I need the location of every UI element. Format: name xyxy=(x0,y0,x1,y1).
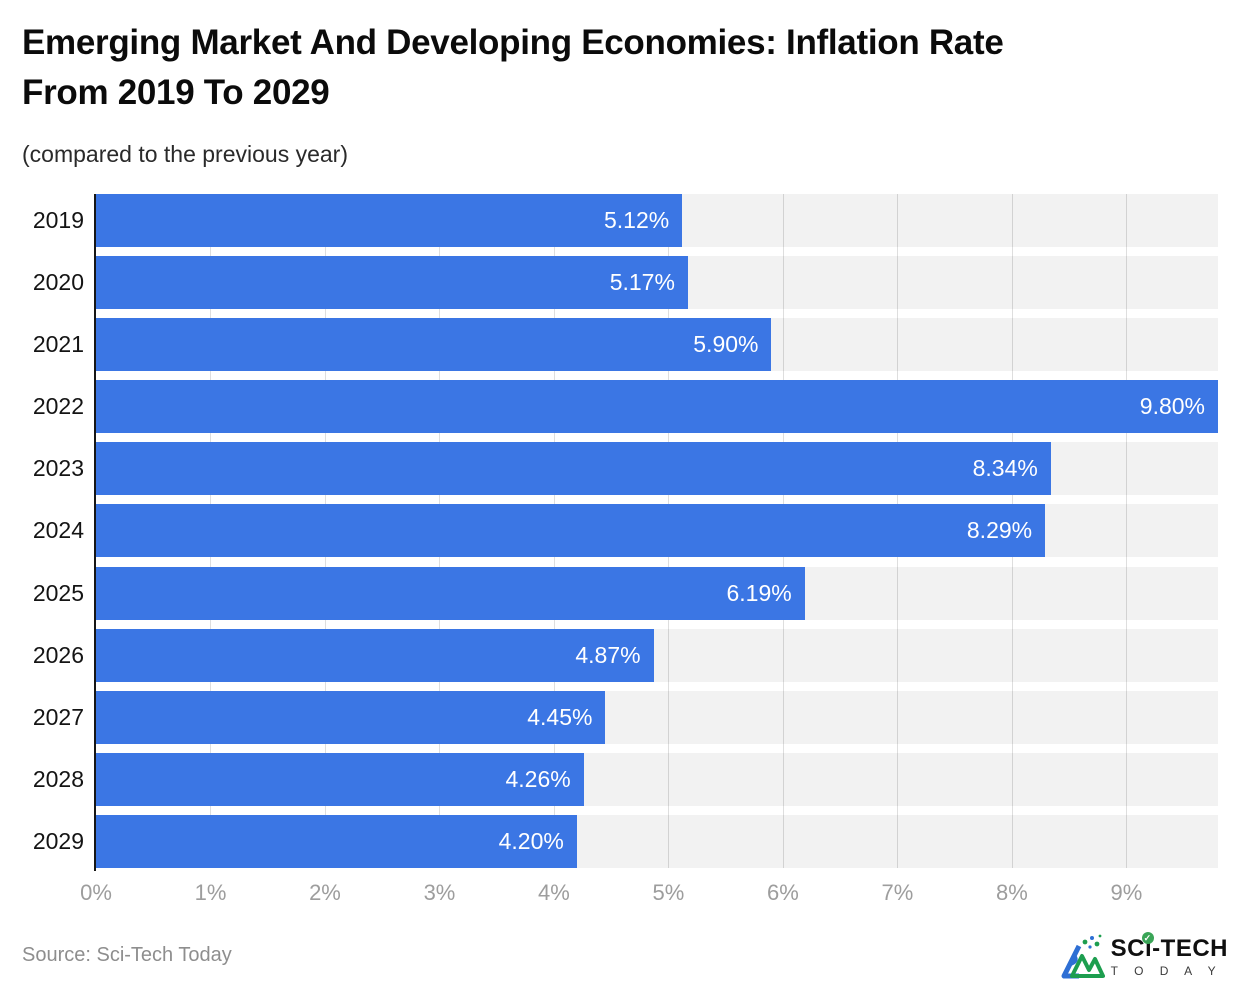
logo-brand-label: SCi-TECH xyxy=(1110,935,1228,962)
y-axis-label: 2019 xyxy=(32,207,84,233)
bar-track: 6.19% xyxy=(96,566,1218,620)
bar: 9.80% xyxy=(96,380,1218,434)
y-axis-label: 2025 xyxy=(32,579,84,606)
bar: 4.20% xyxy=(96,814,577,868)
bar: 5.17% xyxy=(96,256,688,310)
y-axis-label: 2027 xyxy=(32,703,84,730)
bar-row: 9.80% xyxy=(96,380,1218,434)
page-title: Emerging Market And Developing Economies… xyxy=(22,18,1222,118)
bar-track: 5.90% xyxy=(96,318,1218,372)
y-axis-labels: 2019 2020 2021 2022 2023 2024 2025 2026 2027 2028… xyxy=(0,194,84,868)
x-axis-tick-label: 7% xyxy=(881,880,914,905)
bar-value-label: 8.34% xyxy=(972,455,1038,482)
bar-value-label: 4.45% xyxy=(527,703,593,730)
x-axis-tick-label: 6% xyxy=(767,880,799,905)
y-axis-label: 2020 xyxy=(32,269,84,296)
page-title-line-2: From 2019 To 2029 xyxy=(22,73,330,112)
check-icon: ✓ xyxy=(1141,932,1154,944)
bar-value-label: 5.17% xyxy=(609,269,675,296)
bar-row: 4.87% xyxy=(96,628,1218,682)
bar-track: 5.17% xyxy=(96,256,1218,310)
bar: 8.29% xyxy=(96,504,1046,558)
x-axis-tick-label: 1% xyxy=(194,880,227,905)
y-axis-label: 2028 xyxy=(32,765,84,792)
bar-value-label: 4.87% xyxy=(575,641,641,668)
bar-value-label: 5.90% xyxy=(693,331,759,358)
x-axis-tick-label: 2% xyxy=(309,880,341,905)
logo-icon xyxy=(1061,934,1105,979)
page-title-line-1: Emerging Market And Developing Economies… xyxy=(22,23,1004,62)
bar: 4.87% xyxy=(96,628,654,682)
x-axis-tick-label: 4% xyxy=(538,880,570,905)
bar-row: 8.29% xyxy=(96,504,1218,558)
bar-chart-plot-area: 5.12% 5.17% 5.90% 9.80% 8.34% 8.29% 6.19% 4.87%… xyxy=(94,194,1218,871)
logo-brand: SCi-TECH ✓ xyxy=(1110,932,1228,962)
source-note: Source: Sci-Tech Today xyxy=(22,944,232,966)
bar: 5.90% xyxy=(96,318,772,372)
x-axis-tick-label: 5% xyxy=(652,880,685,905)
y-axis-label: 2021 xyxy=(32,331,84,358)
bar-track: 5.12% xyxy=(96,194,1218,247)
bar-value-label: 4.26% xyxy=(505,765,571,792)
bar-row: 4.26% xyxy=(96,752,1218,806)
x-axis-labels: 0% 1% 2% 3% 4% 5% 6% 7% 8% 9% xyxy=(80,880,1218,910)
bar: 5.12% xyxy=(96,194,683,247)
bar-track: 4.26% xyxy=(96,752,1218,806)
bar-track: 8.34% xyxy=(96,442,1218,496)
x-axis-tick-label: 3% xyxy=(423,880,456,905)
bar-track: 8.29% xyxy=(96,504,1218,558)
bar-row: 5.12% xyxy=(96,194,1218,247)
logo-brand-sub: T O D A Y xyxy=(1110,964,1223,978)
x-axis-tick-label: 9% xyxy=(1110,880,1143,905)
y-axis-label: 2023 xyxy=(32,455,84,482)
bar-row: 5.17% xyxy=(96,256,1218,310)
chart-subtitle: (compared to the previous year) xyxy=(22,141,348,167)
bar-value-label: 8.29% xyxy=(966,517,1033,544)
bar-row: 4.45% xyxy=(96,690,1218,744)
bar-track: 4.87% xyxy=(96,628,1218,682)
y-axis-label: 2026 xyxy=(32,641,84,668)
bar: 4.26% xyxy=(96,752,584,806)
x-axis-tick-label: 8% xyxy=(996,880,1028,905)
bar-rows: 5.12% 5.17% 5.90% 9.80% 8.34% 8.29% 6.19% 4.87%… xyxy=(96,194,1218,868)
bar-row: 5.90% xyxy=(96,318,1218,372)
bar-track: 4.20% xyxy=(96,814,1218,868)
bar-row: 6.19% xyxy=(96,566,1218,620)
y-axis-label: 2029 xyxy=(32,827,84,854)
logo-text: SCi-TECH ✓ T O D A Y xyxy=(1110,932,1228,978)
y-axis-label: 2022 xyxy=(32,393,84,420)
bar: 8.34% xyxy=(96,442,1051,496)
bar-track: 4.45% xyxy=(96,690,1218,744)
y-axis-line xyxy=(94,194,96,871)
bar-value-label: 5.12% xyxy=(603,207,670,233)
bar-track: 9.80% xyxy=(96,380,1218,434)
bar-row: 4.20% xyxy=(96,814,1218,868)
sci-tech-today-logo: SCi-TECH ✓ T O D A Y xyxy=(1059,932,1228,982)
y-axis-label: 2024 xyxy=(32,517,84,544)
x-axis-tick-label: 0% xyxy=(80,880,112,905)
bar-value-label: 9.80% xyxy=(1139,393,1205,420)
bar-row: 8.34% xyxy=(96,442,1218,496)
bar-value-label: 6.19% xyxy=(726,579,792,606)
bar: 4.45% xyxy=(96,690,606,744)
bar-value-label: 4.20% xyxy=(498,827,564,854)
bar: 6.19% xyxy=(96,566,805,620)
